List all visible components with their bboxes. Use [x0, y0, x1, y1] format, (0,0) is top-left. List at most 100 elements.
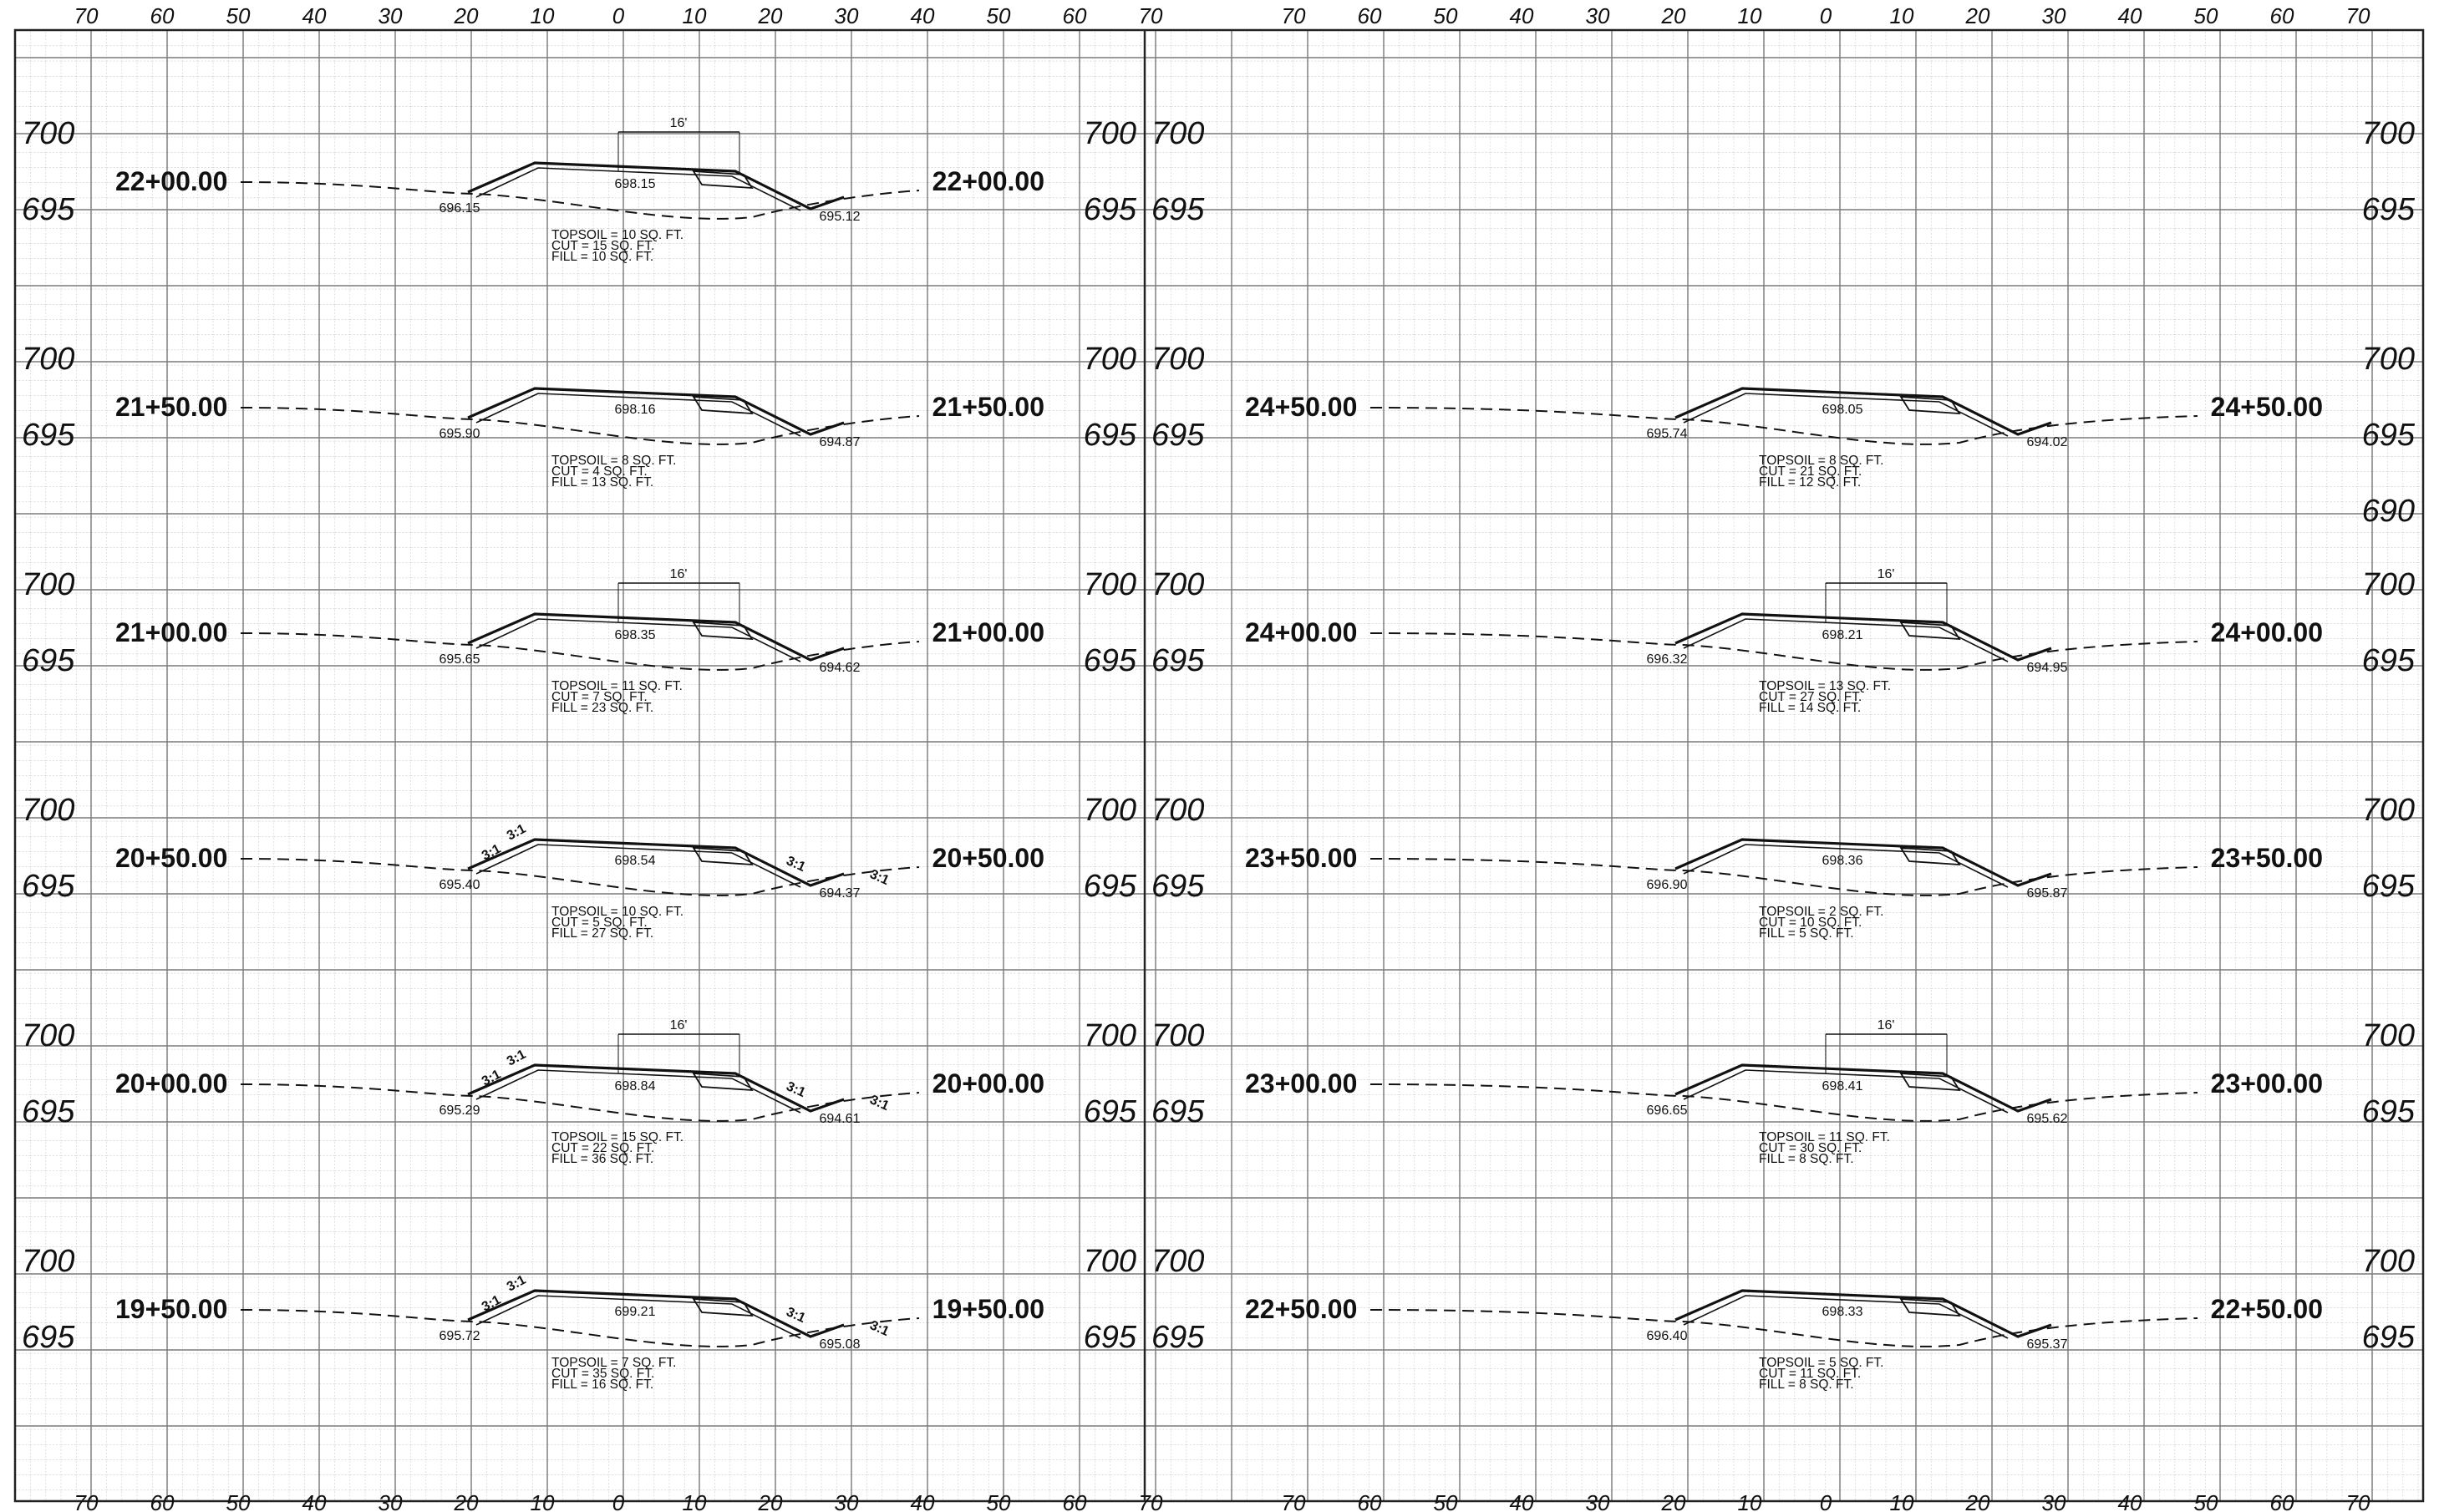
ruler-label-top: 30 — [1586, 3, 1610, 28]
right-toe-elevation: 695.62 — [2027, 1112, 2068, 1126]
proposed-section-line — [467, 1289, 845, 1338]
ruler-label-top: 70 — [1139, 3, 1163, 28]
cross-section: 20+50.00 20+50.00695.40698.54694.373:13:1… — [115, 822, 1044, 941]
subgrade-line — [1683, 393, 2009, 437]
existing-ground-line — [1369, 858, 2198, 896]
quantity-note: FILL = 14 SQ. FT. — [1759, 701, 1861, 715]
ruler-label-bottom: 60 — [1358, 1490, 1382, 1512]
cross-section: 23+00.00 23+00.00 16' 696.65 698.41 695.62 TOP… — [1245, 1018, 2323, 1166]
station-label-right: 19+50.00 — [932, 1294, 1044, 1324]
right-toe-elevation: 694.37 — [820, 886, 861, 901]
subgrade-line — [1683, 1295, 2009, 1339]
proposed-section-line — [1674, 1289, 2052, 1338]
elevation-label-left: 700 — [22, 1244, 74, 1279]
subgrade-line — [1683, 618, 2009, 662]
station-label-left: 24+50.00 — [1245, 392, 1357, 422]
ruler-label-top: 70 — [1282, 3, 1306, 28]
right-toe-elevation: 695.87 — [2027, 886, 2068, 901]
centerline-elevation: 698.05 — [1822, 403, 1863, 417]
ruler-label-bottom: 70 — [2346, 1490, 2370, 1512]
ruler-label-top: 60 — [1358, 3, 1382, 28]
quantity-note: FILL = 16 SQ. FT. — [551, 1378, 653, 1392]
shoulder-detail — [1899, 846, 1961, 866]
subgrade-line — [475, 1069, 801, 1114]
quantity-note: CUT = 4 SQ. FT. — [551, 464, 648, 479]
ruler-label-top: 60 — [1063, 3, 1087, 28]
ruler-label-top: 60 — [2270, 3, 2294, 28]
ruler-label-bottom: 40 — [2118, 1490, 2142, 1512]
left-toe-elevation: 696.90 — [1647, 878, 1688, 892]
elevation-label-right: 690 — [2362, 494, 2415, 529]
width-dimension-label: 16' — [670, 1018, 688, 1033]
left-toe-elevation: 696.32 — [1647, 652, 1688, 667]
elevation-label-left: 695 — [1151, 418, 1205, 453]
quantity-note: CUT = 27 SQ. FT. — [1759, 690, 1862, 704]
elevation-label-right: 695 — [2362, 869, 2416, 904]
cross-section: 21+00.00 21+00.00 16' 695.65 698.35 694.62 TOP… — [115, 567, 1044, 715]
elevation-label-left: 695 — [1151, 192, 1205, 227]
station-label-right: 20+50.00 — [932, 843, 1044, 873]
elevation-label-left: 695 — [22, 1094, 75, 1129]
cross-section: 24+00.00 24+00.00 16' 696.32 698.21 694.95 TOP… — [1245, 567, 2323, 715]
elevation-label-right: 700 — [1084, 1018, 1136, 1053]
centerline-elevation: 698.41 — [1822, 1079, 1863, 1093]
elevation-label-right: 700 — [2362, 342, 2415, 377]
ruler-label-top: 40 — [1510, 3, 1534, 28]
station-label-right: 22+00.00 — [932, 166, 1044, 196]
ruler-label-bottom: 60 — [150, 1490, 175, 1512]
minor-grid — [15, 30, 2423, 1501]
existing-ground-line — [1369, 1083, 2198, 1122]
shoulder-detail — [692, 170, 754, 190]
ruler-label-top: 10 — [683, 3, 707, 28]
ruler-label-top: 30 — [379, 3, 403, 28]
quantity-note: TOPSOIL = 11 SQ. FT. — [1759, 1130, 1890, 1144]
cross-section: 22+00.00 22+00.00 16' 696.15 698.15 695.12 TOP… — [115, 116, 1044, 264]
elevation-label-right: 695 — [1084, 869, 1137, 904]
ruler-label-bottom: 50 — [226, 1490, 251, 1512]
existing-ground-line — [1369, 632, 2198, 671]
ruler-label-bottom: 0 — [1820, 1490, 1832, 1512]
proposed-section-line — [1674, 387, 2052, 436]
station-label-left: 19+50.00 — [115, 1294, 227, 1324]
proposed-section-line — [467, 387, 845, 436]
station-label-left: 24+00.00 — [1245, 617, 1357, 647]
elevation-label-right: 695 — [1084, 192, 1137, 227]
ruler-label-top: 70 — [2346, 3, 2370, 28]
station-label-right: 24+00.00 — [2211, 617, 2323, 647]
elevation-label-right: 695 — [2362, 643, 2416, 678]
quantity-note: FILL = 8 SQ. FT. — [1759, 1152, 1854, 1166]
sheet-border — [13, 28, 2425, 1503]
left-toe-elevation: 695.72 — [440, 1329, 480, 1343]
station-label-left: 23+00.00 — [1245, 1068, 1357, 1098]
cross-section: 19+50.00 19+50.00695.72699.21695.083:13:1… — [115, 1273, 1044, 1392]
width-dimension-label: 16' — [1878, 1018, 1895, 1033]
ruler-label-bottom: 60 — [1063, 1490, 1087, 1512]
ruler-label-top: 10 — [1890, 3, 1914, 28]
existing-ground-line — [240, 407, 920, 445]
ruler-label-bottom: 30 — [379, 1490, 403, 1512]
existing-ground-line — [1369, 407, 2198, 445]
proposed-section-line — [467, 612, 845, 662]
elevation-label-left: 700 — [22, 1018, 74, 1053]
station-label-right: 23+50.00 — [2211, 843, 2323, 873]
quantity-note: CUT = 5 SQ. FT. — [551, 916, 648, 930]
existing-ground-line — [240, 632, 920, 671]
existing-ground-line — [240, 858, 920, 896]
centerline-elevation: 698.16 — [615, 403, 656, 417]
left-toe-elevation: 696.40 — [1647, 1329, 1688, 1343]
station-label-left: 20+50.00 — [115, 843, 227, 873]
elevation-label-right: 695 — [2362, 1094, 2416, 1129]
proposed-section-line — [1674, 612, 2052, 662]
shoulder-detail — [692, 621, 754, 641]
ruler-label-bottom: 20 — [1661, 1490, 1686, 1512]
quantity-note: FILL = 10 SQ. FT. — [551, 250, 653, 264]
station-label-left: 22+50.00 — [1245, 1294, 1357, 1324]
elevation-labels: 700 695 700 695 700 695 700 695 700 695 700 695 700 6… — [22, 116, 2416, 1355]
elevation-label-right: 700 — [2362, 1244, 2415, 1279]
elevation-label-right: 695 — [1084, 1094, 1137, 1129]
quantity-note: FILL = 13 SQ. FT. — [551, 475, 653, 490]
left-toe-elevation: 695.74 — [1647, 427, 1688, 441]
ruler-label-bottom: 70 — [1139, 1490, 1163, 1512]
existing-ground-line — [240, 181, 920, 220]
elevation-label-right: 700 — [2362, 1018, 2415, 1053]
